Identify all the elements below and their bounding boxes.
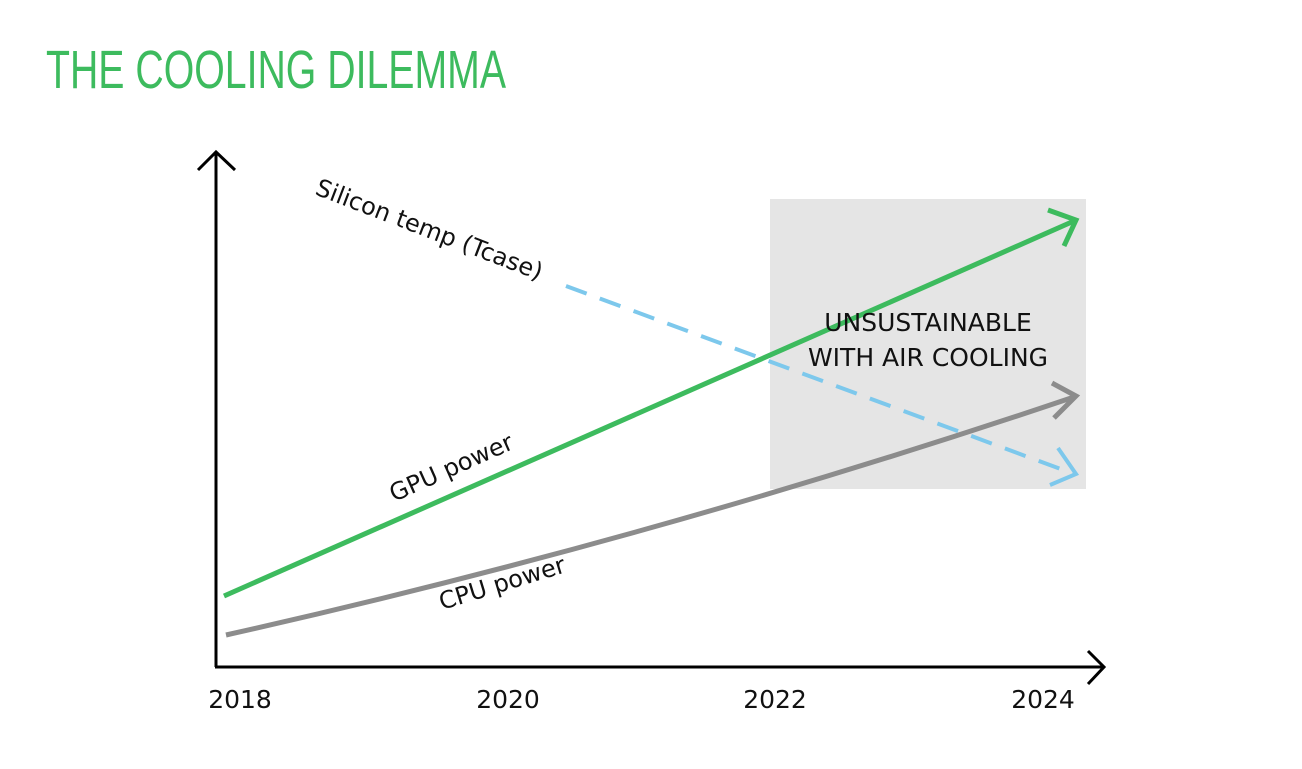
cpu-label: CPU power <box>436 551 569 616</box>
x-axis-arrow <box>1086 649 1107 686</box>
y-axis-arrow <box>196 149 237 172</box>
temp-label: Silicon temp (Tcase) <box>312 173 547 285</box>
temp-arrow <box>1049 446 1080 487</box>
gpu-line <box>222 207 1080 599</box>
zone-label: UNSUSTAINABLE <box>824 308 1032 337</box>
x-label: 2024 <box>1011 685 1075 714</box>
title: THE COOLING DILEMMA <box>46 40 506 100</box>
cpu-trend <box>225 394 1075 638</box>
zone-label: WITH AIR COOLING <box>808 343 1048 372</box>
unsustainable-zone <box>770 199 1086 489</box>
gpu-arrow <box>1047 207 1080 248</box>
temp-trend <box>565 284 1075 476</box>
temp-line <box>565 284 1080 487</box>
cpu-arrow <box>1050 380 1081 420</box>
gpu-trend <box>222 218 1076 599</box>
axes <box>196 149 1107 686</box>
x-label: 2022 <box>743 685 807 714</box>
x-label: 2020 <box>476 685 540 714</box>
cpu-line <box>225 380 1081 638</box>
x-label: 2018 <box>208 685 272 714</box>
